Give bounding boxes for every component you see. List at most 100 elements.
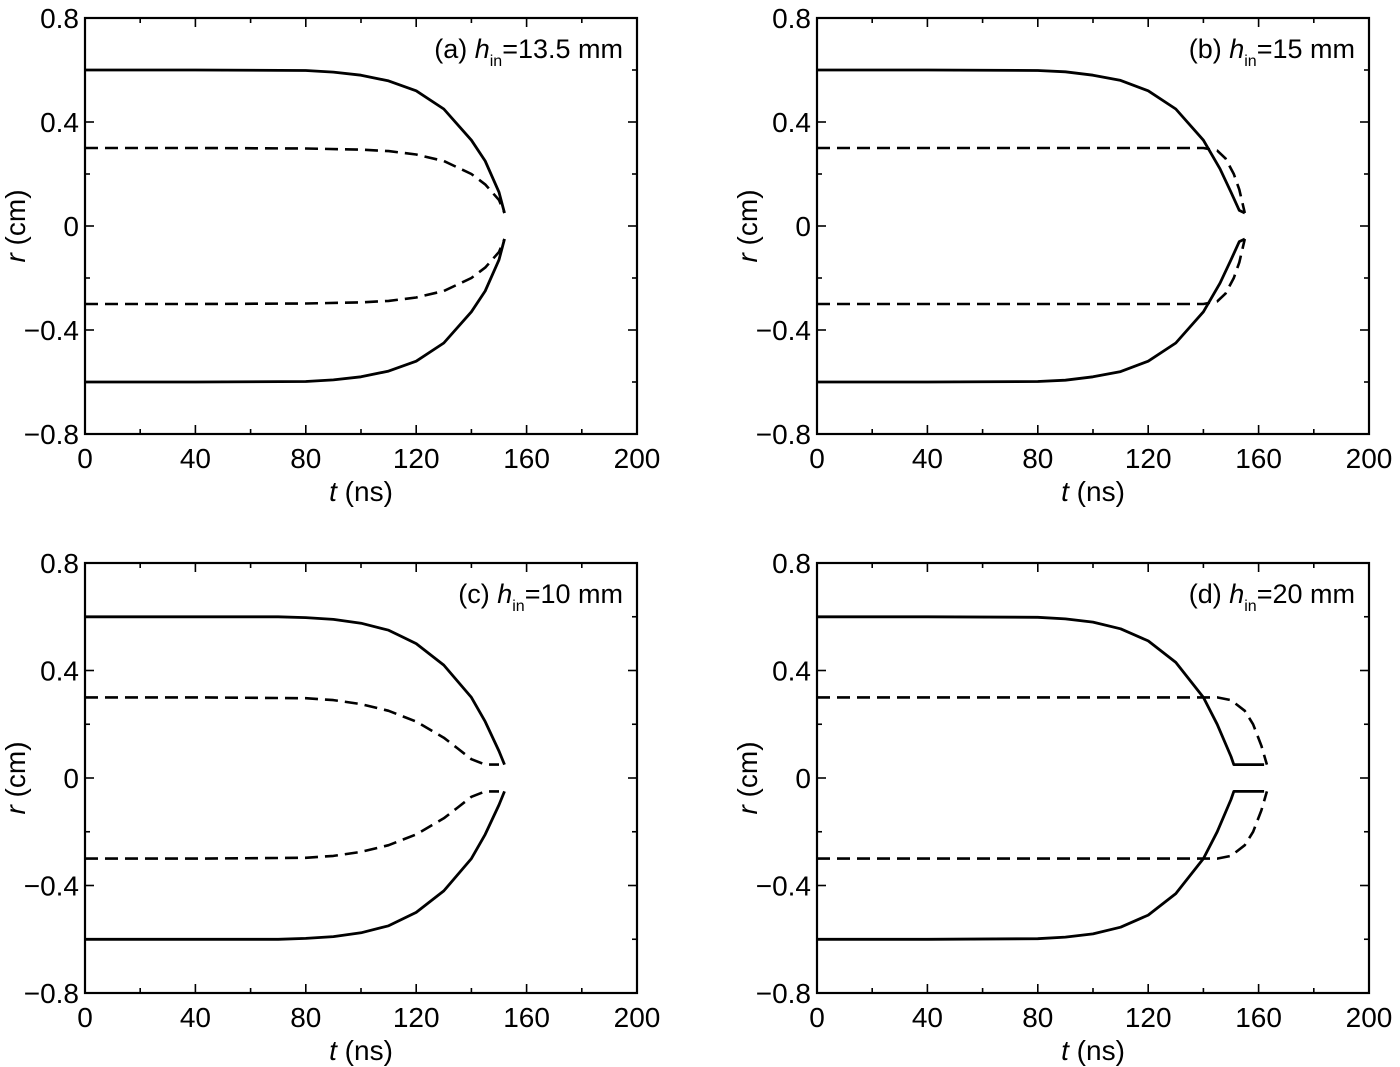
panel-label: (b) hin=15 mm	[1189, 34, 1355, 70]
y-tick-label: −0.8	[24, 978, 79, 1009]
y-axis-unit: (cm)	[732, 741, 763, 805]
x-axis-unit: (ns)	[337, 476, 393, 507]
y-tick-label: 0.8	[40, 3, 79, 34]
x-tick-label: 160	[503, 1002, 550, 1033]
x-tick-label: 160	[503, 443, 550, 474]
x-tick-label: 80	[290, 1002, 321, 1033]
y-tick-label: 0	[795, 763, 811, 794]
chart-panel-c: 0 40 80 120 160 200 0.8 0.4 0 −0.4 −0.8 t (ns) r (cm…	[0, 548, 660, 1066]
y-axis-unit: (cm)	[0, 189, 31, 253]
x-axis-variable: t	[329, 1035, 338, 1066]
series-line-dashed	[817, 238, 1247, 306]
x-tick-label: 40	[912, 1002, 943, 1033]
x-tick-label: 40	[180, 443, 211, 474]
y-axis-variable: r	[732, 804, 763, 815]
panel-label-suffix: =10 mm	[525, 579, 623, 609]
chart-panel-d: 0 40 80 120 160 200 0.8 0.4 0 −0.4 −0.8 t (ns) r (cm…	[732, 548, 1392, 1066]
series-line-dashed	[85, 146, 506, 214]
x-tick-label: 0	[809, 443, 825, 474]
x-tick-label: 200	[1346, 443, 1393, 474]
series-line-solid	[817, 237, 1246, 384]
y-tick-label: 0	[63, 211, 79, 242]
panel-label-suffix: =20 mm	[1257, 579, 1355, 609]
series-line-dashed	[817, 696, 1269, 765]
series-line-dashed	[85, 696, 499, 766]
chart-panel-a: 0 40 80 120 160 200 0.8 0.4 0 −0.4 −0.8 t (ns) r (cm…	[0, 3, 660, 507]
series-line-solid	[817, 790, 1265, 941]
x-tick-label: 160	[1235, 443, 1282, 474]
series-line-dashed	[817, 146, 1247, 214]
x-tick-label: 200	[614, 1002, 661, 1033]
plot-frame	[815, 561, 1371, 995]
x-axis-variable: t	[1061, 1035, 1070, 1066]
y-tick-label: −0.8	[24, 419, 79, 450]
y-tick-label: 0.8	[772, 548, 811, 579]
chart-panel-b: 0 40 80 120 160 200 0.8 0.4 0 −0.4 −0.8 t (ns) r (cm…	[732, 3, 1392, 507]
x-axis-unit: (ns)	[1069, 1035, 1125, 1066]
x-tick-label: 40	[180, 1002, 211, 1033]
y-tick-label: 0.8	[772, 3, 811, 34]
y-axis-title: r (cm)	[732, 741, 763, 814]
y-tick-label: 0	[63, 763, 79, 794]
series-line-solid	[817, 615, 1265, 766]
panel-label-subscript: in	[1244, 53, 1256, 70]
series-line-solid	[85, 68, 506, 214]
panel-label-prefix: (b)	[1189, 34, 1230, 64]
y-tick-label: 0.8	[40, 548, 79, 579]
plot-frame	[815, 16, 1371, 436]
series-line-solid	[85, 238, 506, 384]
x-tick-label: 0	[77, 1002, 93, 1033]
x-tick-label: 120	[393, 443, 440, 474]
panel-label-variable: h	[1229, 34, 1244, 64]
panel-label-variable: h	[475, 34, 490, 64]
x-axis-title: t (ns)	[329, 1035, 393, 1066]
panel-label-subscript: in	[512, 598, 524, 615]
x-tick-label: 40	[912, 443, 943, 474]
y-axis-title: r (cm)	[732, 189, 763, 262]
x-axis-title: t (ns)	[329, 476, 393, 507]
x-tick-label: 0	[77, 443, 93, 474]
y-tick-label: 0	[795, 211, 811, 242]
x-tick-label: 160	[1235, 1002, 1282, 1033]
panel-label-suffix: =15 mm	[1257, 34, 1355, 64]
x-tick-label: 200	[1346, 1002, 1393, 1033]
y-axis-title: r (cm)	[0, 189, 31, 262]
x-axis-unit: (ns)	[1069, 476, 1125, 507]
x-tick-label: 80	[290, 443, 321, 474]
plot-frame	[83, 16, 639, 436]
plot-frame	[83, 561, 639, 995]
panel-label-variable: h	[1229, 579, 1244, 609]
panel-label-prefix: (a)	[434, 34, 475, 64]
y-tick-label: 0.4	[772, 107, 811, 138]
panel-label-subscript: in	[490, 53, 502, 70]
x-tick-label: 120	[1125, 1002, 1172, 1033]
panel-label-subscript: in	[1244, 598, 1256, 615]
y-axis-variable: r	[0, 804, 31, 815]
y-tick-label: −0.4	[24, 871, 79, 902]
panel-label-prefix: (d)	[1189, 579, 1230, 609]
x-tick-label: 80	[1022, 443, 1053, 474]
x-axis-unit: (ns)	[337, 1035, 393, 1066]
panel-label: (a) hin=13.5 mm	[434, 34, 623, 70]
y-axis-unit: (cm)	[0, 741, 31, 805]
y-axis-variable: r	[0, 252, 31, 263]
y-axis-variable: r	[732, 252, 763, 263]
x-tick-label: 120	[1125, 443, 1172, 474]
y-tick-label: −0.4	[756, 871, 811, 902]
series-line-solid	[85, 615, 506, 766]
series-line-dashed	[85, 790, 499, 860]
series-line-dashed	[85, 238, 506, 306]
y-axis-unit: (cm)	[732, 189, 763, 253]
x-axis-variable: t	[1061, 476, 1070, 507]
y-tick-label: −0.4	[756, 315, 811, 346]
panel-label-variable: h	[497, 579, 512, 609]
y-axis-title: r (cm)	[0, 741, 31, 814]
x-axis-title: t (ns)	[1061, 476, 1125, 507]
y-tick-label: −0.4	[24, 315, 79, 346]
series-line-dashed	[817, 791, 1269, 860]
x-axis-variable: t	[329, 476, 338, 507]
x-tick-label: 120	[393, 1002, 440, 1033]
x-tick-label: 0	[809, 1002, 825, 1033]
panel-label: (d) hin=20 mm	[1189, 579, 1355, 615]
